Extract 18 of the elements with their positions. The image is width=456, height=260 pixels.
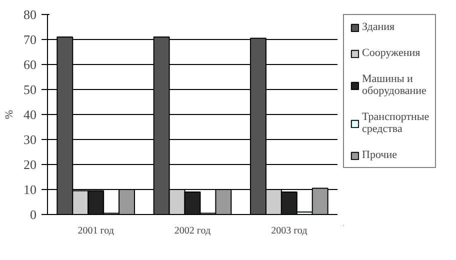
legend-label: Прочие — [362, 149, 397, 161]
y-tick-label: 30 — [24, 132, 36, 147]
y-tick-label: 20 — [24, 157, 36, 172]
x-tick-label: 2001 год — [78, 226, 114, 236]
y-tick-label: 0 — [30, 207, 36, 222]
x-tick-label: 2002 год — [174, 226, 211, 236]
y-tick-label: 60 — [24, 57, 36, 72]
y-tick-label: 70 — [24, 32, 36, 47]
y-tick-label: 40 — [24, 107, 36, 122]
y-tick-label: 50 — [24, 82, 36, 97]
legend-label: Транспортные средства — [362, 111, 430, 135]
y-tick-label: 80 — [24, 7, 36, 22]
legend-label: Машины и оборудование — [362, 73, 426, 97]
y-tick-label: 10 — [24, 182, 36, 197]
x-tick-label: 2003 год — [271, 226, 308, 236]
y-axis-title: % — [4, 110, 16, 120]
legend-label: Здания — [362, 21, 395, 33]
legend-label: Сооружения — [362, 47, 420, 59]
